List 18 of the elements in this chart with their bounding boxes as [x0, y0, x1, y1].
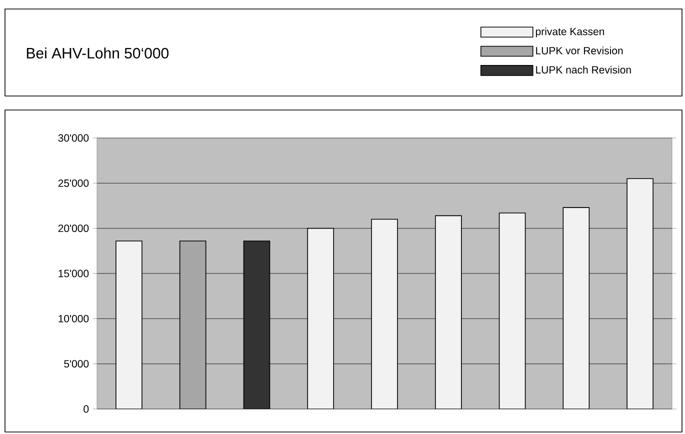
chart-title: Bei AHV-Lohn 50‘000 — [26, 47, 169, 58]
bar — [371, 218, 398, 409]
y-tick-label: 25'000 — [58, 179, 89, 187]
bar — [116, 240, 142, 409]
legend-label: private Kassen — [536, 28, 604, 38]
y-tick-label: 10'000 — [58, 314, 89, 322]
y-tick-label: 30'000 — [58, 134, 89, 142]
bar — [434, 215, 462, 409]
y-tick-label: 20'000 — [58, 224, 89, 232]
bar — [307, 228, 334, 409]
bar — [562, 207, 590, 409]
bar — [626, 178, 654, 409]
bar — [498, 212, 526, 409]
legend-label: LUPK nach Revision — [536, 66, 631, 74]
legend-label: LUPK vor Revision — [536, 46, 623, 54]
y-tick-label: 15'000 — [58, 270, 89, 278]
y-tick-label: 0 — [84, 405, 89, 413]
y-tick-label: 5'000 — [64, 360, 89, 368]
